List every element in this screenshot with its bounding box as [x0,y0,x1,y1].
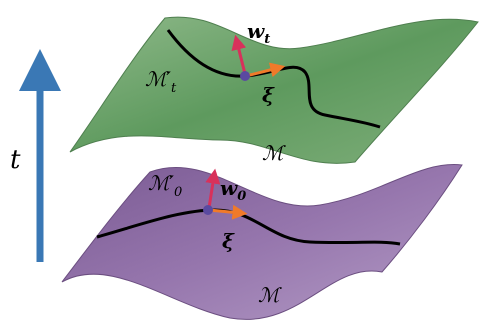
top-tangent-label: ξ [262,83,275,107]
bottom-manifold-label: ℳ [258,283,282,307]
top-manifold-label: ℳ [262,141,286,165]
bottom-point [203,205,213,215]
top-point [240,71,250,81]
axis-label: t [10,145,21,175]
diagram: t ℳ′t wt ξ ℳ ℳ′0 w0 ξ ℳ [0,0,483,333]
bottom-tangent-label: ξ [222,229,235,253]
bottom-normal-label: w0 [220,176,246,204]
top-normal-label: wt [247,19,270,47]
